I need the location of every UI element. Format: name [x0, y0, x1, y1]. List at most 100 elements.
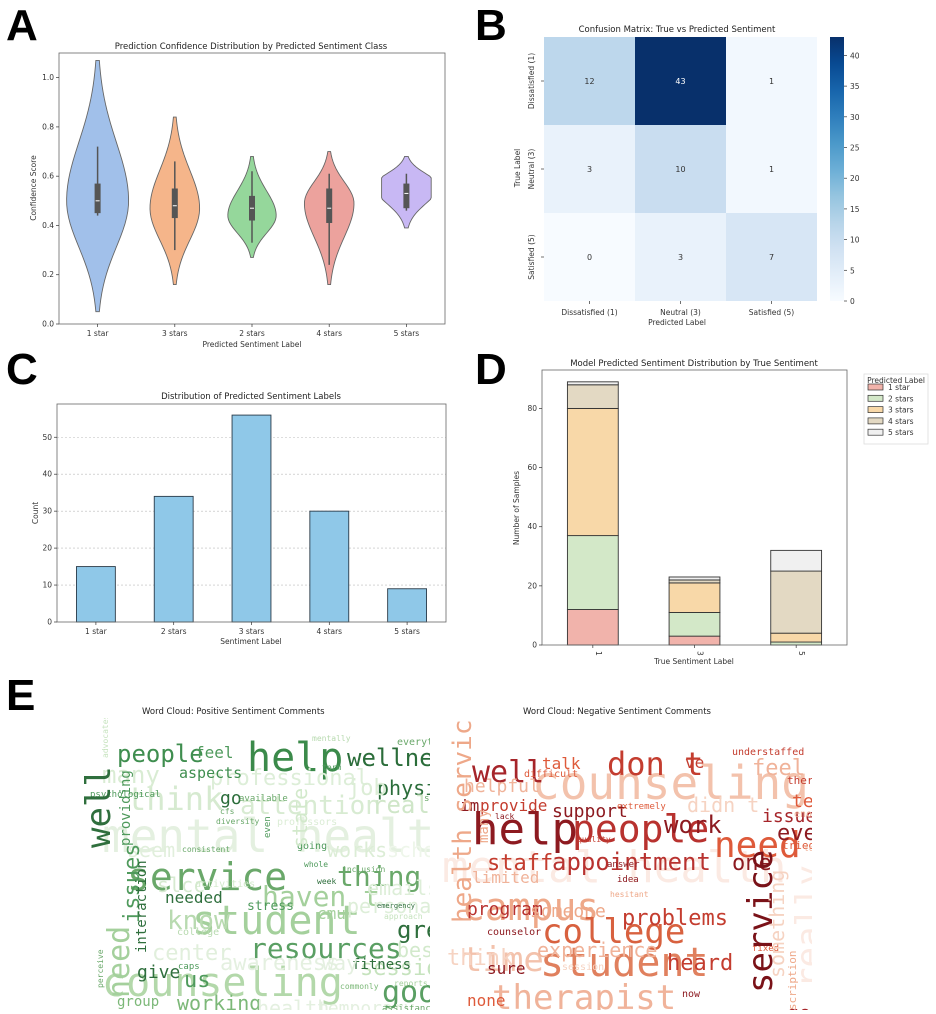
- y-tick-label: 10: [42, 581, 52, 590]
- word: experience: [537, 938, 658, 962]
- word: feel: [195, 743, 234, 762]
- bar-1-star: [75, 566, 116, 623]
- colorbar-tick-label: 10: [850, 236, 860, 245]
- word: counselor: [487, 927, 542, 938]
- word: people: [572, 807, 710, 851]
- heatmap-cell: [544, 125, 635, 213]
- y-tick-label: 40: [42, 470, 52, 479]
- legend-swatch: [867, 406, 884, 413]
- word: give: [137, 962, 181, 983]
- word: issue: [762, 806, 812, 827]
- word: resources: [250, 932, 402, 965]
- legend-swatch: [867, 417, 884, 425]
- word: seem: [127, 838, 176, 862]
- word: quality: [577, 835, 611, 844]
- word: attention: [240, 791, 381, 821]
- stack-segment-5-stars: [668, 576, 721, 581]
- word: needed: [165, 888, 223, 907]
- wordcloud-positive: mental health service student counseling hel…: [42, 718, 430, 1010]
- legend-label: 4 stars: [888, 417, 914, 426]
- y-tick-label: 20: [527, 581, 537, 590]
- word: approach: [384, 912, 423, 921]
- word: consistent: [182, 845, 231, 854]
- stack-segment-4-stars: [770, 570, 823, 634]
- word: therapy: [787, 774, 812, 787]
- word: personally: [347, 894, 430, 918]
- word: physical: [377, 776, 430, 800]
- y-tick-label: 80: [527, 404, 537, 413]
- word: think: [447, 946, 514, 971]
- chart-title: Prediction Confidence Distribution by Pr…: [115, 42, 388, 52]
- word: school: [387, 838, 430, 862]
- chart-title: Confusion Matrix: True vs Predicted Sent…: [579, 25, 776, 35]
- colorbar-tick-label: 20: [850, 174, 860, 183]
- word: stress: [247, 899, 294, 914]
- legend-swatch: [867, 428, 884, 436]
- word: temporary: [317, 998, 415, 1011]
- word: sure: [424, 794, 430, 804]
- word-vertical: need: [102, 925, 137, 998]
- word: therapist: [492, 978, 677, 1010]
- x-tick-label: 5: [797, 651, 806, 656]
- word: emergency: [377, 902, 415, 910]
- word: service: [127, 855, 288, 899]
- cell-value: 1: [769, 77, 774, 86]
- colorbar-tick-label: 25: [850, 144, 860, 153]
- word: mental health: [102, 809, 430, 863]
- word: haven t: [262, 880, 381, 913]
- x-tick-label: 3: [696, 651, 705, 656]
- chart-title: Model Predicted Sentiment Distribution b…: [570, 359, 818, 369]
- word: good: [382, 975, 430, 1010]
- word: go: [220, 788, 242, 809]
- word: help: [247, 735, 344, 781]
- x-tick-label: Satisfied (5): [749, 308, 794, 317]
- word: great: [397, 916, 430, 944]
- word: know: [167, 906, 230, 936]
- word-vertical: prescription: [786, 950, 799, 1010]
- word: fixed: [752, 944, 780, 954]
- y-tick-label: 0.2: [42, 270, 54, 279]
- colorbar-tick-label: 0: [850, 297, 855, 306]
- word: reports: [394, 979, 428, 988]
- cell-value: 43: [675, 77, 685, 86]
- x-tick-label: 2 stars: [239, 329, 265, 338]
- word: whole: [304, 860, 329, 869]
- word: one: [732, 851, 772, 876]
- word-vertical: even: [263, 816, 273, 838]
- cell-value: 12: [584, 77, 594, 86]
- word: commonly: [340, 982, 379, 991]
- iqr-box: [171, 188, 178, 219]
- y-tick-label: 50: [42, 433, 52, 442]
- x-axis-label: Sentiment Label: [220, 637, 281, 646]
- legend-swatch: [867, 394, 884, 402]
- word: diversity: [216, 817, 260, 826]
- stack-segment-3-stars: [668, 582, 721, 613]
- y-tick-label: 30: [42, 507, 52, 516]
- iqr-box: [403, 183, 410, 209]
- word-vertical: state: [288, 787, 312, 848]
- word-vertical: providing: [118, 770, 134, 846]
- y-axis-label: Confidence Score: [29, 155, 38, 221]
- x-tick-label: Neutral (3): [660, 308, 701, 317]
- word: limited: [472, 868, 540, 887]
- word: heard: [667, 951, 734, 976]
- word-vertical: perceive: [96, 949, 105, 988]
- stack-segment-2-stars: [668, 612, 721, 637]
- cell-value: 3: [678, 253, 683, 262]
- panel-letter-c: C: [6, 345, 38, 394]
- y-tick-label: 0.0: [42, 320, 54, 329]
- word: thing: [337, 860, 422, 893]
- word: extremely: [617, 802, 666, 812]
- word: told: [804, 844, 812, 853]
- word: assistance: [382, 1004, 430, 1011]
- x-tick-label: Dissatisfied (1): [561, 308, 617, 317]
- heatmap-cell: [635, 125, 726, 213]
- word: job: [347, 776, 387, 801]
- word: support: [552, 801, 628, 822]
- word: us: [184, 968, 211, 993]
- legend: Predicted Label 1 star 2 stars 3 stars 4 st…: [863, 373, 929, 445]
- x-tick-label: 2 stars: [161, 627, 187, 636]
- word: even: [777, 821, 812, 846]
